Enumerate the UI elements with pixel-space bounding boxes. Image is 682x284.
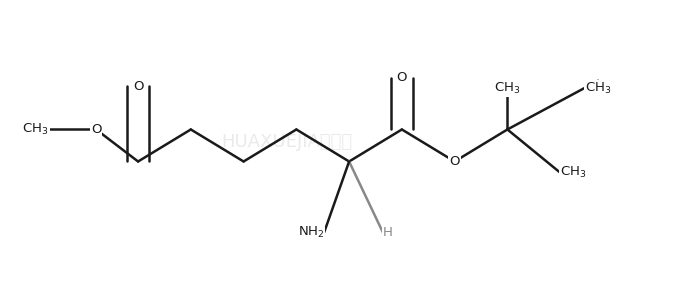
Text: CH$_3$: CH$_3$ [585, 81, 611, 96]
Text: HUAXUEJIA化学加: HUAXUEJIA化学加 [222, 133, 353, 151]
Text: O: O [133, 80, 143, 93]
Text: CH$_3$: CH$_3$ [560, 165, 587, 180]
Text: O: O [91, 123, 102, 136]
Text: O: O [449, 155, 460, 168]
Text: CH$_3$: CH$_3$ [23, 122, 49, 137]
Text: O: O [397, 72, 407, 84]
Text: NH$_2$: NH$_2$ [297, 225, 324, 240]
Text: CH$_3$: CH$_3$ [494, 81, 520, 96]
Text: H: H [383, 226, 393, 239]
